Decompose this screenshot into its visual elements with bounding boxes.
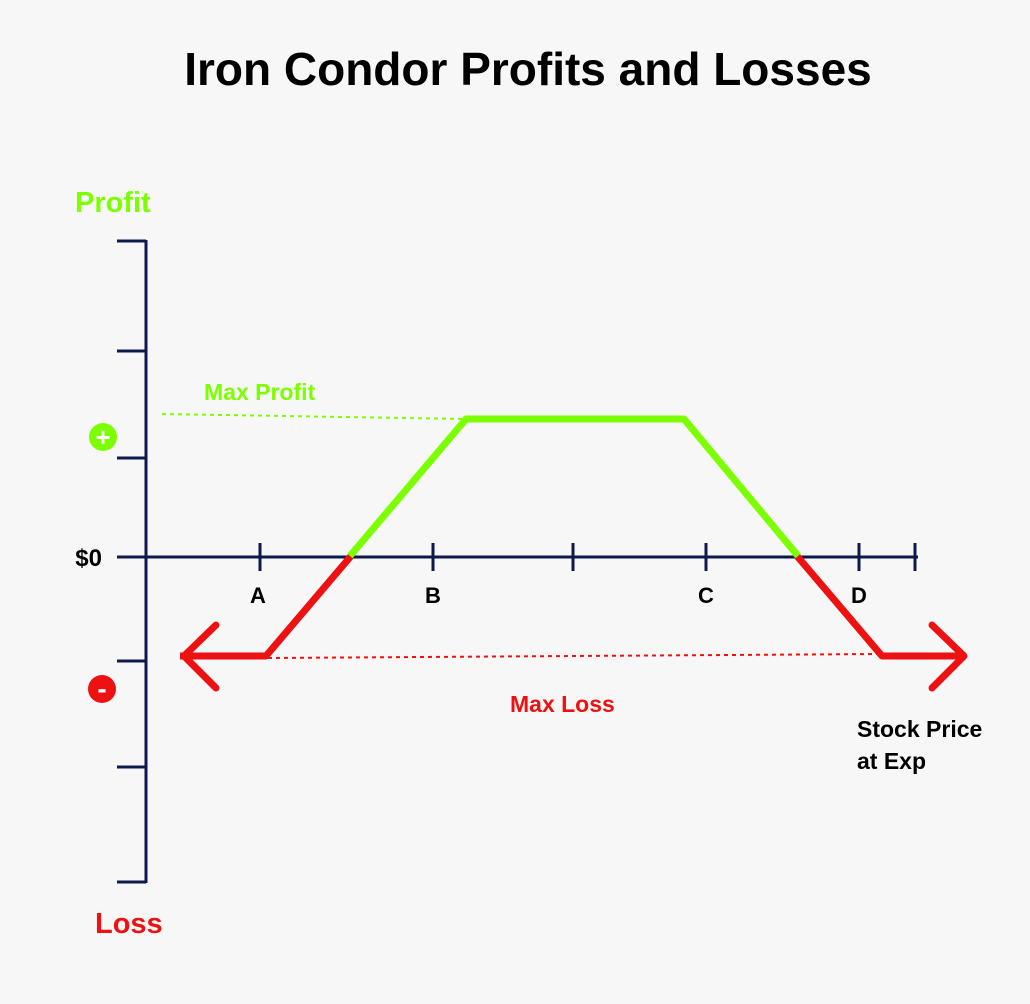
- page-title: Iron Condor Profits and Losses: [184, 43, 872, 95]
- strike-label-b: B: [425, 583, 441, 608]
- right-arrowhead: [928, 621, 968, 692]
- x-axis-label-line1: Stock Price: [857, 716, 982, 742]
- zero-label: $0: [75, 545, 102, 572]
- payoff-profit: [347, 415, 801, 559]
- max-profit-label: Max Profit: [204, 379, 316, 405]
- plus-badge: [89, 423, 117, 451]
- max-profit-guide: [161, 413, 467, 420]
- profit-axis-label: Profit: [75, 187, 151, 219]
- strike-label-a: A: [250, 583, 266, 608]
- payoff-loss-right: [794, 553, 966, 660]
- x-axis-label-line2: at Exp: [857, 748, 926, 774]
- strike-label-d: D: [851, 583, 867, 608]
- plus-symbol: +: [95, 422, 110, 452]
- minus-badge: [88, 675, 116, 703]
- strike-label-c: C: [698, 583, 714, 608]
- loss-axis-label: Loss: [95, 908, 163, 940]
- max-loss-guide: [267, 653, 881, 659]
- left-arrowhead: [180, 621, 220, 692]
- minus-symbol: -: [97, 673, 106, 704]
- max-loss-label: Max Loss: [510, 691, 615, 717]
- payoff-loss-left: [180, 553, 354, 660]
